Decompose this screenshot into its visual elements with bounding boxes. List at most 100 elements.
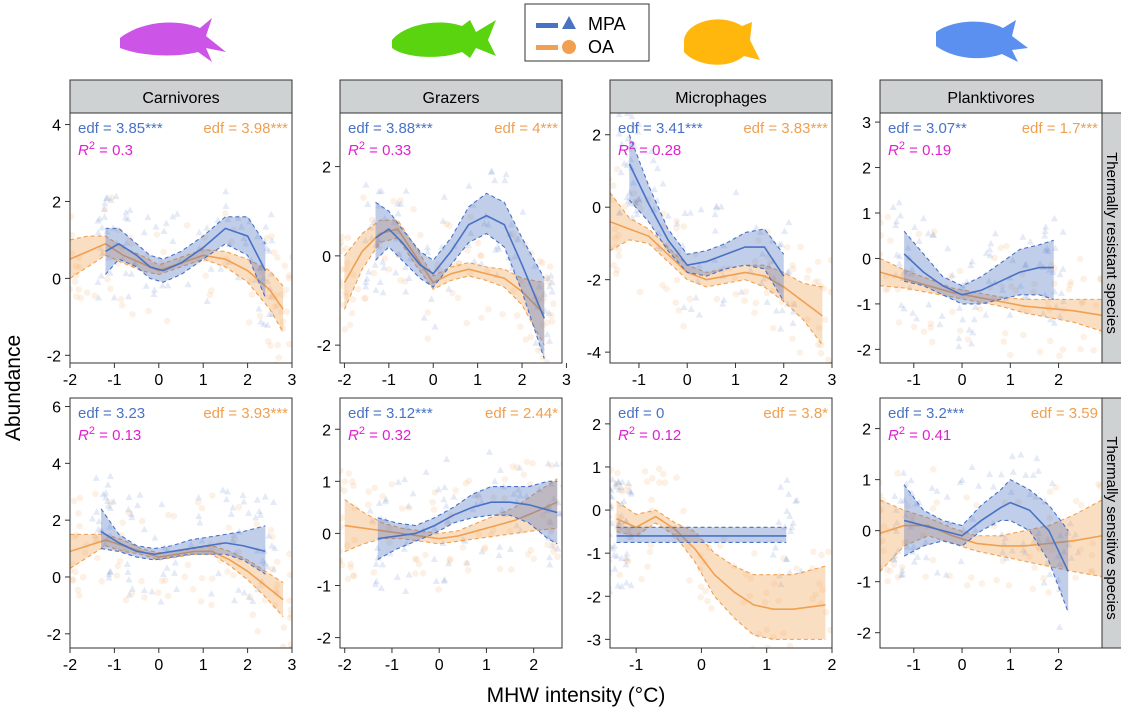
mpa-point	[187, 541, 195, 548]
observation-points	[340, 448, 570, 595]
oa-point	[751, 550, 758, 557]
oa-point	[811, 278, 819, 286]
mpa-point	[502, 170, 510, 178]
panel-border	[609, 397, 833, 649]
mpa-point	[769, 550, 777, 558]
oa-point	[615, 252, 623, 260]
oa-point	[273, 361, 280, 363]
oa-point	[871, 292, 878, 299]
oa-point	[108, 499, 115, 506]
mpa-point	[563, 491, 570, 498]
oa-edf-label: edf = 3.59	[1031, 405, 1098, 422]
mpa-point	[546, 337, 554, 344]
mpa-point	[267, 270, 275, 277]
oa-point	[340, 514, 346, 522]
oa-point	[610, 182, 617, 189]
mpa-point	[915, 498, 923, 506]
oa-point	[362, 295, 369, 302]
oa-point	[160, 248, 167, 256]
oa-point	[1001, 329, 1009, 337]
mpa-point	[623, 161, 631, 168]
oa-point	[128, 590, 136, 597]
oa-point	[332, 312, 339, 319]
oa-point	[927, 324, 935, 331]
mpa-point	[420, 314, 428, 321]
mpa-point	[610, 485, 614, 492]
mpa-point	[140, 525, 148, 533]
mpa-point	[1036, 260, 1044, 267]
oa-point	[766, 259, 774, 266]
mpa-fitted-line	[100, 530, 266, 556]
y-tick-label: -2	[587, 273, 601, 290]
oa-point	[138, 517, 146, 525]
mpa-point	[616, 208, 624, 216]
mpa-point	[623, 550, 631, 557]
mpa-point	[938, 312, 946, 319]
strip-microphages: Microphages	[609, 79, 833, 114]
mpa-point	[902, 511, 910, 519]
mpa-confidence-band	[377, 481, 558, 560]
oa-point	[405, 504, 413, 512]
oa-point	[145, 307, 152, 315]
mpa-point	[379, 560, 387, 568]
row-strip-label: Thermally resistant species	[1103, 152, 1120, 334]
mpa-point	[789, 308, 797, 315]
oa-point	[613, 266, 621, 274]
mpa-point	[258, 577, 266, 585]
mpa-point	[554, 544, 562, 552]
oa-point	[910, 323, 918, 331]
oa-point	[117, 295, 125, 303]
mpa-point	[893, 251, 901, 258]
mpa-point	[1033, 454, 1041, 462]
panel-contents	[872, 450, 1102, 630]
oa-point	[347, 563, 355, 571]
oa-point	[814, 341, 822, 348]
oa-point	[379, 492, 386, 500]
mpa-point	[1045, 266, 1053, 273]
oa-point	[872, 548, 879, 555]
x-tick-label: -1	[382, 372, 396, 389]
mpa-point	[712, 202, 720, 209]
oa-point	[697, 583, 705, 591]
mpa-point	[467, 229, 475, 236]
oa-upper-bound	[344, 219, 545, 284]
mpa-point	[1017, 450, 1025, 458]
oa-point	[70, 275, 71, 280]
oa-point	[822, 609, 830, 616]
mpa-point	[239, 491, 247, 499]
oa-point	[98, 578, 106, 585]
oa-point	[271, 303, 279, 311]
mpa-point	[922, 553, 930, 561]
y-tick-label: -2	[587, 589, 601, 606]
oa-point	[395, 251, 402, 258]
oa-point	[539, 259, 546, 267]
oa-point	[922, 573, 929, 580]
x-tick-label: 2	[1054, 372, 1063, 389]
oa-point	[340, 282, 347, 290]
oa-point	[1078, 299, 1086, 307]
mpa-point	[602, 534, 609, 541]
mpa-point	[105, 574, 113, 581]
mpa-point	[249, 597, 257, 605]
oa-point	[599, 260, 606, 267]
oa-point	[508, 566, 515, 574]
mpa-point	[610, 502, 613, 507]
oa-point	[815, 278, 822, 285]
x-tick-label: 0	[429, 372, 438, 389]
oa-upper-bound	[70, 235, 284, 287]
mpa-point	[1065, 540, 1073, 548]
mpa-point	[1052, 302, 1060, 310]
oa-point	[61, 237, 68, 244]
mpa-point	[895, 260, 903, 267]
mpa-point	[618, 582, 626, 590]
oa-point	[786, 642, 794, 648]
mpa-point	[434, 485, 442, 493]
mpa-point	[618, 140, 626, 147]
oa-point	[546, 263, 554, 270]
oa-point	[1031, 280, 1038, 288]
oa-point	[422, 551, 429, 559]
mpa-point	[1019, 233, 1027, 240]
mpa-point	[92, 474, 100, 481]
oa-point	[520, 471, 528, 478]
oa-point	[663, 285, 670, 293]
